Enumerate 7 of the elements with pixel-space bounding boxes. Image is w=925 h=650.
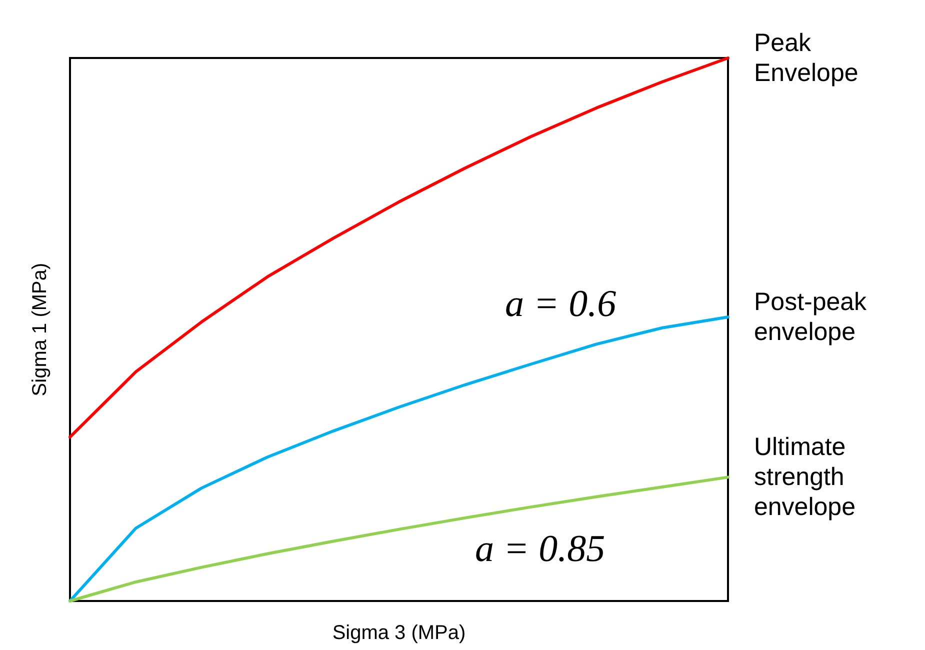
series-label: Ultimate strength envelope bbox=[754, 433, 856, 522]
y-axis-title: Sigma 1 (MPa) bbox=[29, 262, 51, 396]
annotation: a = 0.85 bbox=[475, 528, 606, 570]
series-label: Peak Envelope bbox=[754, 29, 858, 87]
annotation: a = 0.6 bbox=[505, 283, 616, 325]
series-label: Post-peak envelope bbox=[754, 288, 874, 346]
x-axis-title: Sigma 3 (MPa) bbox=[332, 622, 466, 644]
